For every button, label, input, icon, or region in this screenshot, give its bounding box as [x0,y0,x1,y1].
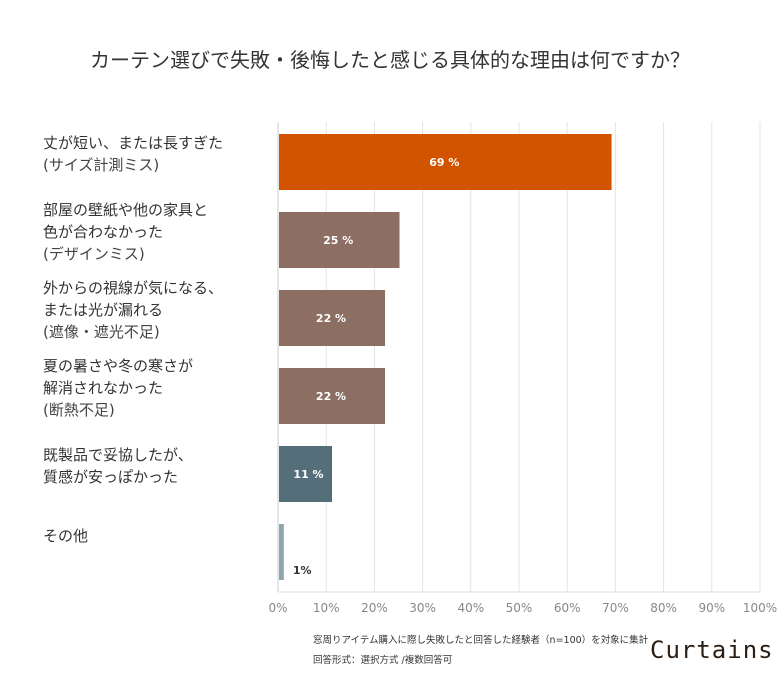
category-label: 夏の暑さや冬の寒さが 解消されなかった (断熱不足) [43,355,273,421]
x-tick-label: 60% [554,601,581,615]
category-sublabel: (サイズ計測ミス) [43,156,160,174]
category-sublabel: (遮像・遮光不足) [43,323,160,341]
category-label: 丈が短い、または長すぎた (サイズ計測ミス) [43,132,273,176]
category-label-line: 外からの視線が気になる、 [43,279,224,297]
bar [279,446,333,502]
category-label-line: 色が合わなかった [43,223,164,241]
x-tick-label: 0% [268,601,287,615]
bar [279,290,386,346]
category-label-line: または光が漏れる [43,301,164,319]
category-label-line: 夏の暑さや冬の寒さが [43,357,194,375]
curtains-logo: Curtains [650,636,774,664]
x-tick-label: 70% [602,601,629,615]
footnote-sample: 窓周りアイテム購入に際し失敗したと回答した経験者（n=100）を対象に集計 [313,635,649,646]
category-sublabel: (デザインミス) [43,245,145,263]
x-tick-label: 90% [698,601,725,615]
category-label: 既製品で妥協したが、 質感が安っぽかった [43,444,273,488]
x-tick-label: 10% [313,601,340,615]
category-label-line: 部屋の壁紙や他の家具と [43,201,209,219]
category-label-line: 質感が安っぽかった [43,468,179,486]
x-tick-label: 50% [506,601,533,615]
bar [279,134,612,190]
bar-value-label: 11 % [293,468,323,481]
x-tick-label: 40% [457,601,484,615]
category-label-line: 解消されなかった [43,379,164,397]
footnote-format: 回答形式：選択方式 /複数回答可 [313,655,453,666]
category-label: 外からの視線が気になる、 または光が漏れる (遮像・遮光不足) [43,277,273,343]
category-label-line: その他 [43,527,89,545]
category-label-line: 丈が短い、または長すぎた [43,134,224,152]
chart-title: カーテン選びで失敗・後悔したと感じる具体的な理由は何ですか？ [90,48,690,72]
category-label-line: 既製品で妥協したが、 [43,446,193,464]
bar-value-label: 69 % [429,156,459,169]
category-label: 部屋の壁紙や他の家具と 色が合わなかった (デザインミス) [43,199,273,265]
bar-value-label: 25 % [323,234,353,247]
x-tick-label: 20% [361,601,388,615]
x-tick-label: 80% [650,601,677,615]
category-label: その他 [43,525,273,547]
bar [279,212,400,268]
bar [279,524,284,580]
category-sublabel: (断熱不足) [43,401,115,419]
x-tick-label: 30% [409,601,436,615]
bar [279,368,386,424]
bar-value-label: 22 % [316,312,346,325]
bar-value-label: 1% [293,564,312,577]
x-tick-label: 100% [743,601,777,615]
bar-value-label: 22 % [316,390,346,403]
